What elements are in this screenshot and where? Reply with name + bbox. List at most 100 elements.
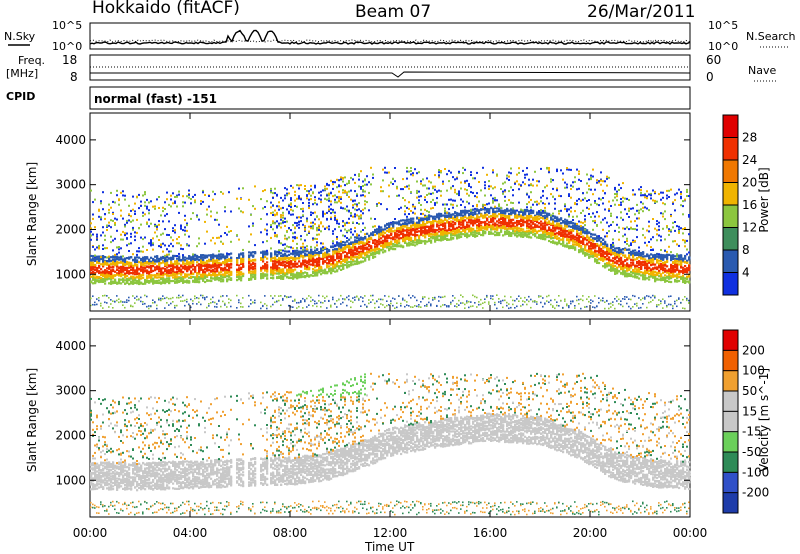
scatter-cell xyxy=(236,271,239,274)
scatter-cell xyxy=(262,253,265,256)
scatter-cell xyxy=(112,200,114,203)
scatter-cell xyxy=(478,222,481,225)
scatter-cell xyxy=(416,221,419,224)
scatter-cell xyxy=(172,264,175,267)
scatter-cell xyxy=(210,215,212,218)
scatter-cell xyxy=(206,268,209,271)
scatter-cell xyxy=(340,178,342,181)
scatter-cell xyxy=(162,260,165,263)
scatter-cell xyxy=(346,193,348,196)
scatter-cell xyxy=(276,235,278,238)
scatter-cell xyxy=(170,198,172,201)
scatter-cell xyxy=(428,216,431,219)
scatter-cell xyxy=(180,227,182,230)
scatter-cell xyxy=(400,228,403,231)
scatter-cell xyxy=(394,232,397,235)
scatter-cell xyxy=(118,203,120,206)
scatter-cell xyxy=(320,273,323,276)
scatter-cell xyxy=(202,264,205,267)
scatter-cell xyxy=(420,212,422,215)
scatter-cell xyxy=(336,178,338,181)
scatter-cell xyxy=(354,260,357,263)
scatter-cell xyxy=(270,226,272,228)
scatter-cell xyxy=(296,184,298,187)
scatter-cell xyxy=(428,225,431,228)
scatter-cell xyxy=(360,296,362,298)
scatter-cell xyxy=(206,256,209,259)
scatter-cell xyxy=(166,198,168,201)
scatter-cell xyxy=(470,212,473,215)
scatter-cell xyxy=(334,228,336,231)
scatter-cell xyxy=(278,276,281,279)
scatter-cell xyxy=(332,263,335,266)
scatter-cell xyxy=(150,265,153,268)
scatter-cell xyxy=(380,228,383,231)
scatter-cell xyxy=(408,241,411,244)
scatter-cell xyxy=(300,301,302,303)
scatter-cell xyxy=(152,280,155,283)
scatter-cell xyxy=(102,191,104,194)
scatter-cell xyxy=(204,267,207,270)
scatter-cell xyxy=(316,238,318,240)
scatter-cell xyxy=(416,228,419,231)
scatter-cell xyxy=(254,275,257,279)
scatter-cell xyxy=(156,224,158,227)
scatter-cell xyxy=(164,297,166,300)
scatter-cell xyxy=(314,265,317,268)
scatter-cell xyxy=(132,278,135,281)
scatter-cell xyxy=(280,263,283,266)
scatter-cell xyxy=(102,255,105,258)
scatter-cell xyxy=(200,262,203,265)
scatter-cell xyxy=(118,246,120,248)
scatter-cell xyxy=(148,225,150,228)
scatter-cell xyxy=(152,274,155,277)
scatter-cell xyxy=(456,235,459,238)
scatter-cell xyxy=(354,262,357,266)
scatter-cell xyxy=(330,258,333,261)
scatter-cell xyxy=(198,263,201,266)
scatter-cell xyxy=(222,268,225,271)
scatter-cell xyxy=(340,246,343,249)
scatter-cell xyxy=(148,307,150,310)
scatter-cell xyxy=(412,203,414,206)
scatter-cell xyxy=(110,226,112,229)
scatter-cell xyxy=(288,266,291,269)
scatter-cell xyxy=(288,296,290,298)
scatter-cell xyxy=(274,301,276,303)
scatter-cell xyxy=(340,253,343,256)
scatter-cell xyxy=(324,188,326,191)
scatter-cell xyxy=(280,269,283,272)
scatter-cell xyxy=(122,194,124,197)
scatter-cell xyxy=(144,236,146,239)
scatter-cell xyxy=(466,179,468,182)
scatter-cell xyxy=(298,223,300,226)
scatter-cell xyxy=(462,226,465,229)
scatter-cell xyxy=(316,274,319,277)
scatter-cell xyxy=(388,184,390,187)
scatter-cell xyxy=(186,222,188,225)
scatter-cell xyxy=(320,198,322,201)
scatter-cell xyxy=(378,202,380,204)
scatter-cell xyxy=(392,226,395,229)
scatter-cell xyxy=(214,260,217,263)
scatter-cell xyxy=(90,230,92,233)
scatter-cell xyxy=(150,276,153,279)
scatter-cell xyxy=(408,207,410,210)
scatter-cell xyxy=(356,262,359,265)
scatter-cell xyxy=(316,258,319,261)
scatter-cell xyxy=(282,249,284,252)
scatter-cell xyxy=(282,264,285,267)
scatter-cell xyxy=(288,256,291,260)
scatter-cell xyxy=(326,295,328,298)
scatter-cell xyxy=(358,299,360,301)
scatter-cell xyxy=(228,269,231,272)
scatter-cell xyxy=(172,266,175,269)
scatter-cell xyxy=(312,212,314,215)
scatter-cell xyxy=(272,272,275,275)
scatter-cell xyxy=(142,282,145,285)
scatter-cell xyxy=(266,253,269,256)
scatter-cell xyxy=(336,262,339,265)
scatter-cell xyxy=(330,216,332,219)
